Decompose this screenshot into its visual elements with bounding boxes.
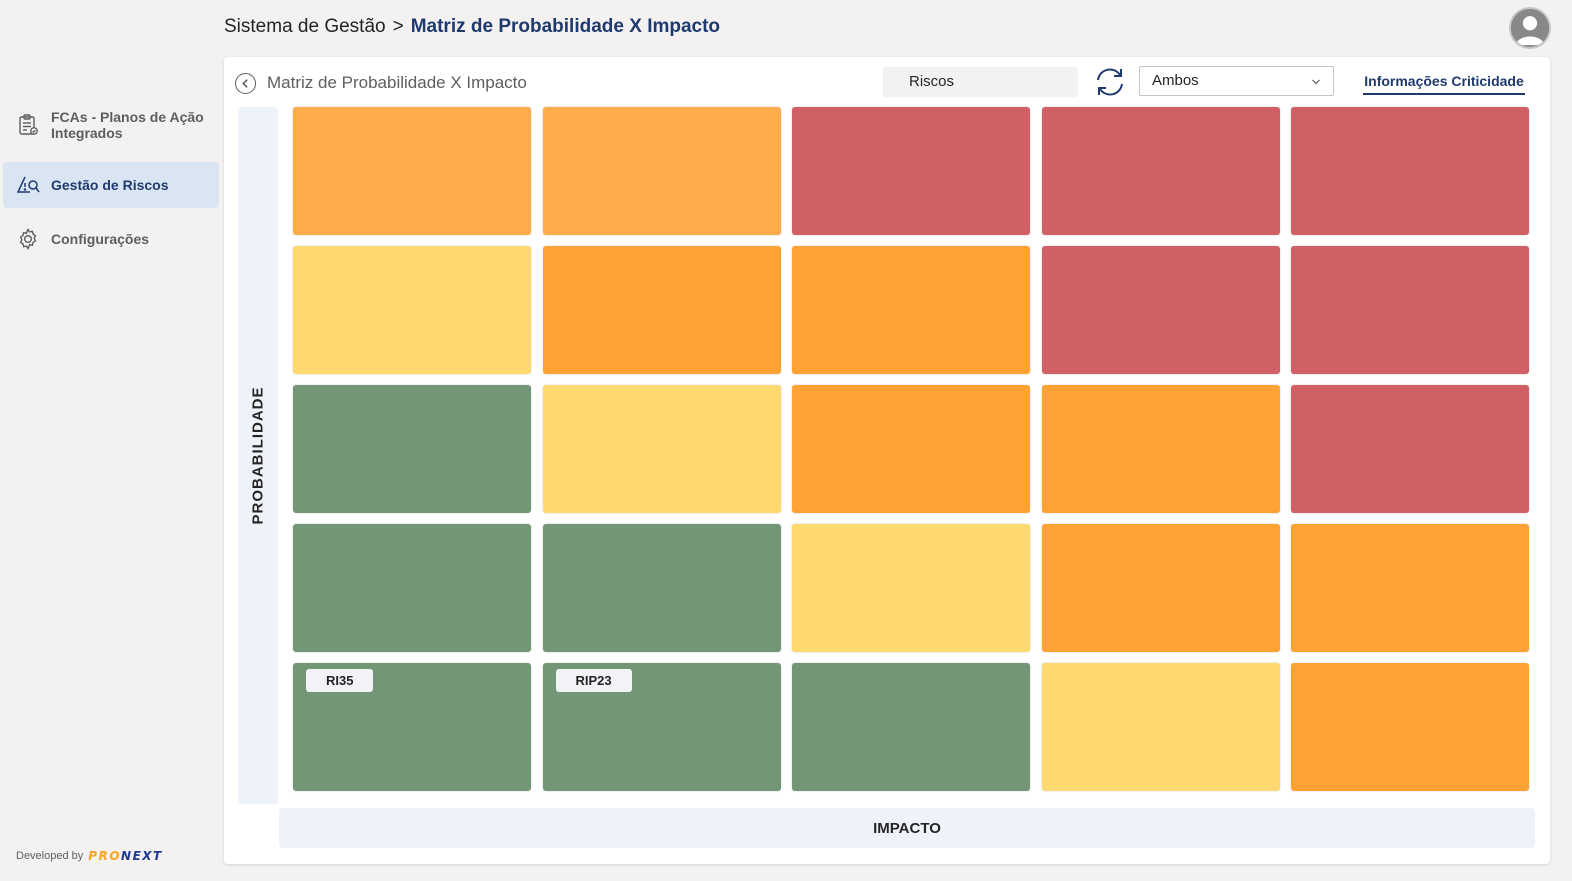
matrix-cell[interactable] xyxy=(1041,663,1280,791)
breadcrumb-separator: > xyxy=(392,16,404,37)
sidebar-item-label: Configurações xyxy=(51,231,150,247)
matrix-cell[interactable] xyxy=(1041,107,1280,235)
matrix-cell[interactable] xyxy=(542,524,781,652)
matrix-cell[interactable] xyxy=(1291,385,1529,513)
sidebar-item-label: FCAs - Planos de Ação Integrados xyxy=(51,109,204,141)
matrix-cell[interactable] xyxy=(792,524,1030,652)
clipboard-icon xyxy=(15,112,41,138)
user-avatar-icon[interactable] xyxy=(1509,7,1551,49)
impacto-axis: IMPACTO xyxy=(279,808,1535,848)
matrix-panel: Matriz de Probabilidade X Impacto Riscos… xyxy=(224,57,1550,864)
y-axis-label: PROBABILIDADE xyxy=(249,386,267,525)
matrix-cell[interactable] xyxy=(792,107,1030,235)
matrix-cell[interactable] xyxy=(1041,385,1280,513)
matrix-cell[interactable]: RIP23 xyxy=(542,663,781,791)
matrix-cell[interactable] xyxy=(1041,246,1280,374)
matrix-cell[interactable] xyxy=(293,385,531,513)
risk-tag[interactable]: RIP23 xyxy=(555,669,632,692)
breadcrumb-current: Matriz de Probabilidade X Impacto xyxy=(410,16,721,37)
x-axis-label: IMPACTO xyxy=(873,819,941,837)
refresh-icon xyxy=(1097,68,1123,96)
matrix-cell[interactable] xyxy=(542,246,781,374)
matrix-cell[interactable] xyxy=(792,663,1030,791)
dropdown-value: Ambos xyxy=(1152,72,1199,89)
chevron-left-icon xyxy=(242,79,248,88)
sidebar-item-fcas[interactable]: FCAs - Planos de Ação Integrados xyxy=(3,96,219,154)
matrix-cell[interactable] xyxy=(1291,107,1529,235)
matrix-cell[interactable] xyxy=(293,246,531,374)
breadcrumb: Sistema de Gestão > Matriz de Probabilid… xyxy=(224,16,720,38)
refresh-button[interactable] xyxy=(1093,65,1127,99)
developed-by-footer: Developed by PRONEXT xyxy=(16,849,163,863)
developed-by-text: Developed by xyxy=(16,850,84,862)
matrix-cell[interactable] xyxy=(293,107,531,235)
probabilidade-axis: PROBABILIDADE xyxy=(238,107,278,804)
matrix-cell[interactable] xyxy=(293,524,531,652)
matrix-cell[interactable] xyxy=(792,385,1030,513)
matrix-cell[interactable]: RI35 xyxy=(293,663,531,791)
sidebar-item-label: Gestão de Riscos xyxy=(51,177,169,193)
sidebar: FCAs - Planos de Ação Integrados Gestão … xyxy=(0,96,222,270)
riscos-filter[interactable]: Riscos xyxy=(883,67,1078,97)
panel-header: Matriz de Probabilidade X Impacto Riscos… xyxy=(224,57,1550,107)
matrix-cell[interactable] xyxy=(1291,663,1529,791)
matrix-cell[interactable] xyxy=(792,246,1030,374)
risk-search-icon xyxy=(15,172,41,198)
chevron-down-icon xyxy=(1312,79,1320,85)
risk-matrix: RI35 RIP23 xyxy=(293,107,1529,791)
matrix-cell[interactable] xyxy=(542,107,781,235)
panel-title: Matriz de Probabilidade X Impacto xyxy=(267,73,527,92)
matrix-cell[interactable] xyxy=(1041,524,1280,652)
ambos-dropdown[interactable]: Ambos xyxy=(1139,66,1334,96)
matrix-cell[interactable] xyxy=(1291,524,1529,652)
informacoes-criticidade-link[interactable]: Informações Criticidade xyxy=(1363,73,1525,95)
breadcrumb-root[interactable]: Sistema de Gestão xyxy=(224,16,386,37)
back-button[interactable] xyxy=(235,73,256,94)
sidebar-item-configuracoes[interactable]: Configurações xyxy=(3,216,219,262)
risk-tag[interactable]: RI35 xyxy=(306,669,374,692)
matrix-cell[interactable] xyxy=(542,385,781,513)
pronext-logo: PRONEXT xyxy=(88,849,163,863)
matrix-cell[interactable] xyxy=(1291,246,1529,374)
gear-icon xyxy=(15,226,41,252)
sidebar-item-gestao-de-riscos[interactable]: Gestão de Riscos xyxy=(3,162,219,208)
